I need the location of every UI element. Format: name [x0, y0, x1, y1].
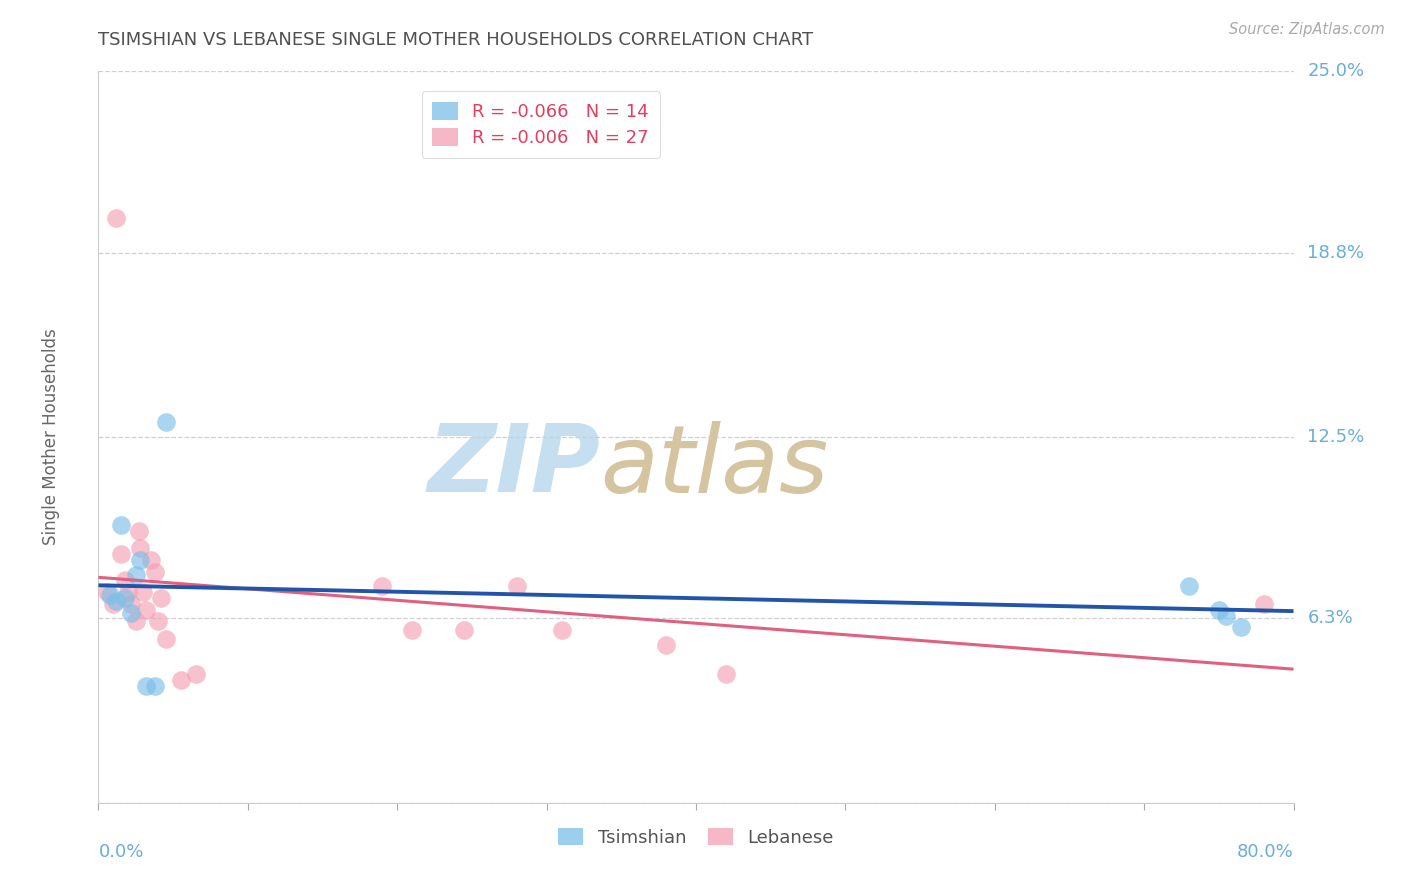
Text: Source: ZipAtlas.com: Source: ZipAtlas.com — [1229, 22, 1385, 37]
Point — [103, 597, 125, 611]
Text: 6.3%: 6.3% — [1308, 609, 1353, 627]
Point — [371, 579, 394, 593]
Point — [117, 585, 139, 599]
Text: ZIP: ZIP — [427, 420, 600, 512]
Point — [125, 567, 148, 582]
Point — [114, 591, 136, 605]
Point — [135, 679, 157, 693]
Point — [120, 597, 142, 611]
Point — [148, 615, 170, 629]
Text: 12.5%: 12.5% — [1308, 428, 1365, 446]
Point — [135, 603, 157, 617]
Point — [143, 679, 166, 693]
Legend: Tsimshian, Lebanese: Tsimshian, Lebanese — [548, 819, 844, 856]
Point — [155, 632, 177, 646]
Point — [401, 623, 423, 637]
Text: 25.0%: 25.0% — [1308, 62, 1365, 80]
Point — [169, 673, 191, 687]
Text: 18.8%: 18.8% — [1308, 244, 1364, 261]
Point — [1230, 620, 1253, 634]
Point — [1253, 597, 1275, 611]
Point — [453, 623, 475, 637]
Point — [139, 553, 162, 567]
Point — [550, 623, 572, 637]
Text: 0.0%: 0.0% — [98, 843, 143, 861]
Point — [125, 615, 148, 629]
Point — [105, 211, 128, 225]
Point — [1215, 608, 1237, 623]
Point — [96, 585, 118, 599]
Point — [155, 416, 177, 430]
Point — [120, 606, 142, 620]
Point — [105, 594, 128, 608]
Text: 80.0%: 80.0% — [1237, 843, 1294, 861]
Point — [143, 565, 166, 579]
Point — [128, 524, 150, 538]
Point — [655, 638, 678, 652]
Point — [114, 574, 136, 588]
Text: Single Mother Households: Single Mother Households — [42, 329, 59, 545]
Point — [184, 667, 207, 681]
Point — [129, 541, 152, 556]
Text: atlas: atlas — [600, 421, 828, 512]
Point — [714, 667, 737, 681]
Point — [98, 588, 122, 602]
Point — [506, 579, 529, 593]
Point — [132, 585, 155, 599]
Text: TSIMSHIAN VS LEBANESE SINGLE MOTHER HOUSEHOLDS CORRELATION CHART: TSIMSHIAN VS LEBANESE SINGLE MOTHER HOUS… — [98, 31, 814, 49]
Point — [1178, 579, 1201, 593]
Point — [150, 591, 173, 605]
Point — [1208, 603, 1230, 617]
Point — [129, 553, 152, 567]
Point — [110, 517, 132, 532]
Point — [110, 547, 132, 561]
